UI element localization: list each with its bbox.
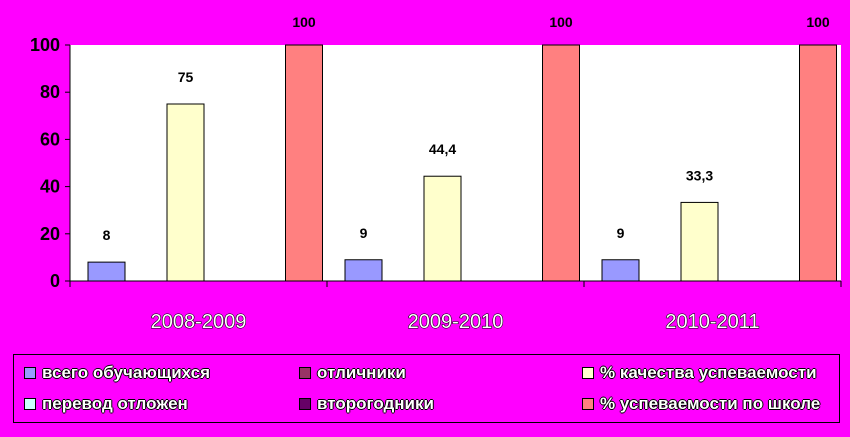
- data-label: 9: [360, 225, 368, 241]
- x-category-label: 2010-2011: [665, 311, 759, 333]
- y-tick-label: 80: [40, 82, 60, 102]
- y-tick-label: 20: [40, 224, 60, 244]
- legend-item: отличники: [299, 363, 406, 383]
- legend-label: % успеваемости по школе: [600, 394, 821, 413]
- legend-swatch: [24, 367, 36, 379]
- data-label: 75: [178, 69, 194, 85]
- legend-item: % качества успеваемости: [582, 363, 817, 383]
- data-label: 8: [103, 227, 111, 243]
- legend-label: второгодники: [317, 394, 434, 413]
- legend-swatch: [24, 398, 36, 410]
- bar: [423, 175, 462, 282]
- legend-item: перевод отложен: [24, 394, 188, 414]
- data-label: 100: [806, 14, 830, 30]
- legend-label: отличники: [317, 363, 406, 382]
- x-category-label: 2009-2010: [408, 311, 504, 333]
- bar: [601, 259, 640, 282]
- data-label: 33,3: [686, 167, 713, 183]
- data-label: 9: [617, 225, 625, 241]
- legend-label: всего обучающихся: [42, 363, 211, 382]
- legend-item: % успеваемости по школе: [582, 394, 820, 414]
- y-tick-label: 100: [30, 35, 60, 55]
- legend-label: % качества успеваемости: [600, 363, 817, 382]
- y-tick-label: 40: [40, 177, 60, 197]
- data-label: 100: [549, 14, 573, 30]
- bar: [87, 261, 126, 282]
- bar: [344, 259, 383, 282]
- legend-label: перевод отложен: [42, 394, 188, 413]
- x-category-label: 2008-2009: [151, 311, 247, 333]
- bar: [285, 44, 323, 282]
- bar: [680, 201, 719, 282]
- legend-item: всего обучающихся: [24, 363, 210, 383]
- legend-swatch: [582, 367, 594, 379]
- legend: всего обучающихся отличники % качества усп…: [13, 354, 840, 423]
- bar: [166, 103, 205, 282]
- legend-item: второгодники: [299, 394, 434, 414]
- data-label: 100: [292, 14, 316, 30]
- y-tick-label: 60: [40, 129, 60, 149]
- y-tick-label: 0: [50, 271, 60, 291]
- legend-swatch: [299, 367, 311, 379]
- bar: [542, 44, 580, 282]
- legend-swatch: [299, 398, 311, 410]
- data-label: 44,4: [429, 141, 456, 157]
- legend-swatch: [582, 398, 594, 410]
- bar: [799, 44, 837, 282]
